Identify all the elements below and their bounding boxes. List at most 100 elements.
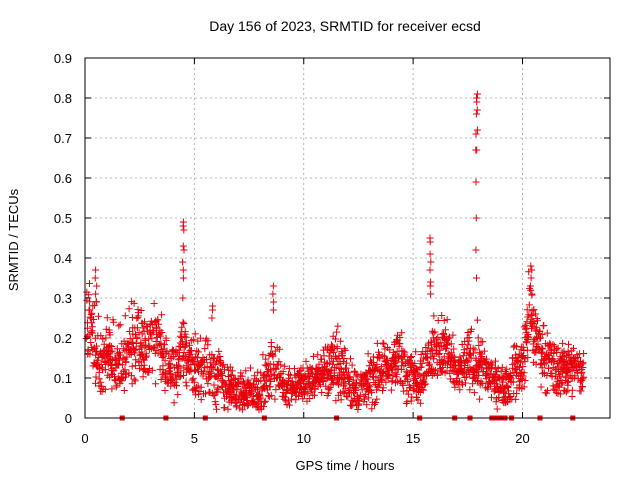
data-point <box>208 314 216 322</box>
data-point <box>211 361 219 369</box>
data-point <box>260 398 268 406</box>
data-point <box>368 405 376 413</box>
data-point <box>333 345 341 353</box>
data-point <box>537 383 545 391</box>
data-point <box>386 346 394 354</box>
data-point <box>123 353 131 361</box>
data-point <box>411 360 419 368</box>
data-point <box>530 306 538 314</box>
data-point <box>209 365 217 373</box>
data-point <box>418 359 426 367</box>
data-point <box>340 345 348 353</box>
data-point <box>137 351 145 359</box>
data-point <box>156 332 164 340</box>
data-point <box>172 382 180 390</box>
data-point <box>102 334 110 342</box>
data-point <box>233 385 241 393</box>
data-point <box>473 126 481 134</box>
data-point <box>180 320 188 327</box>
data-point <box>221 404 229 412</box>
data-point <box>120 387 128 394</box>
data-point <box>406 384 414 391</box>
axis-ticks: 0 5 10 15 20 0 0.1 0.2 0.3 0.4 0.5 0.6 0.7 0.8 0.9 <box>54 51 610 446</box>
data-point <box>130 375 138 383</box>
data-point <box>473 106 481 114</box>
data-point <box>407 353 415 360</box>
data-point <box>93 282 101 290</box>
data-point <box>270 298 278 306</box>
data-point <box>488 393 495 401</box>
data-point <box>263 382 270 390</box>
data-point <box>379 339 387 347</box>
grid-lines <box>85 58 610 418</box>
data-point <box>197 383 205 391</box>
data-point <box>137 342 145 350</box>
data-point <box>279 383 287 391</box>
data-point <box>435 350 443 357</box>
data-point <box>86 298 94 306</box>
data-point <box>421 380 429 388</box>
data-point <box>267 343 275 351</box>
data-point <box>211 391 219 399</box>
data-point <box>548 373 556 381</box>
data-point <box>101 366 109 374</box>
data-point <box>208 364 216 371</box>
data-point <box>310 352 317 360</box>
data-point <box>95 365 103 372</box>
data-point <box>364 350 372 358</box>
data-point <box>87 311 95 318</box>
data-point <box>145 335 153 343</box>
data-point <box>538 356 546 364</box>
data-point <box>194 382 202 390</box>
data-point <box>519 372 527 380</box>
data-point <box>525 268 533 276</box>
data-point <box>404 390 412 398</box>
data-point <box>472 178 480 186</box>
data-point <box>476 395 484 403</box>
data-point <box>493 405 501 413</box>
x-tick-label: 20 <box>515 431 529 446</box>
data-point <box>391 357 399 365</box>
data-point <box>417 363 425 371</box>
data-point <box>158 329 166 336</box>
data-point <box>443 316 451 324</box>
data-point <box>380 340 388 348</box>
data-point <box>517 359 524 367</box>
data-point <box>209 302 217 310</box>
data-point <box>447 340 455 348</box>
data-point <box>137 307 145 314</box>
data-point <box>477 364 485 372</box>
data-point <box>152 380 160 388</box>
data-point <box>414 369 422 377</box>
data-point <box>269 352 277 360</box>
data-point <box>332 335 339 343</box>
data-point <box>318 389 326 396</box>
data-point <box>197 396 205 404</box>
data-point <box>161 387 169 394</box>
data-point <box>427 278 435 286</box>
data-point <box>426 234 434 242</box>
data-point <box>552 389 560 397</box>
data-point <box>269 290 277 298</box>
data-point <box>402 400 410 407</box>
data-point <box>511 342 519 350</box>
data-point <box>228 367 236 375</box>
data-point <box>546 339 554 347</box>
data-point <box>368 389 376 397</box>
data-point <box>92 290 100 298</box>
data-point <box>210 381 218 389</box>
data-point <box>391 369 399 377</box>
data-point <box>182 333 190 341</box>
data-point <box>108 343 116 350</box>
data-point <box>570 344 577 352</box>
data-point <box>513 342 521 350</box>
data-point <box>213 405 220 413</box>
data-point <box>332 364 340 372</box>
data-point <box>346 373 354 381</box>
data-point <box>522 325 530 333</box>
y-tick-label: 0.3 <box>54 291 72 306</box>
data-point <box>393 347 401 355</box>
data-point <box>430 312 438 320</box>
data-point <box>266 383 274 391</box>
